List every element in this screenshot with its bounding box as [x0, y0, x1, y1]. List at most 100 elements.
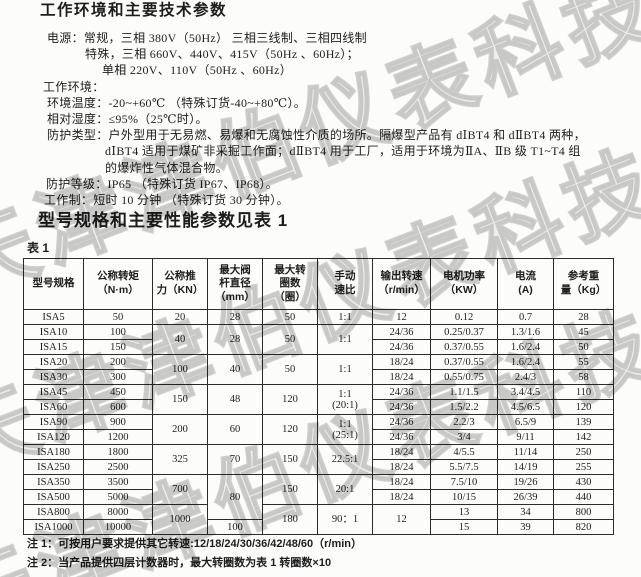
value-cell: 18/24 [372, 459, 431, 475]
value-cell: 0.37/0.55 [430, 339, 498, 355]
value-cell: 22.5:1 [317, 444, 373, 475]
value-cell: 20:1 [317, 474, 373, 505]
value-cell: 45 [553, 324, 614, 340]
value-cell: 28 [207, 324, 263, 355]
value-cell: 150 [262, 444, 318, 475]
value-cell: 50 [83, 309, 153, 325]
model-cell: ISA90 [23, 414, 84, 430]
model-cell: ISA15 [23, 339, 84, 355]
value-cell: 900 [83, 414, 153, 430]
value-cell: 14/19 [497, 459, 554, 475]
value-cell: 0.12 [430, 309, 498, 325]
value-cell: 34 [497, 504, 554, 520]
section-title-environment: 工作环境和主要技术参数 [40, 2, 228, 19]
value-cell: 50 [553, 339, 614, 355]
value-cell: 18/24 [372, 489, 431, 505]
value-cell: 24/36 [372, 339, 431, 355]
value-cell: 3/4 [430, 429, 498, 445]
value-cell: 24/36 [372, 384, 431, 400]
value-cell: 13 [430, 504, 498, 520]
value-cell: 18/24 [372, 444, 431, 460]
note-2: 注 2：当产品提供四层计数器时，最大转圈数为表 1 转圈数×10 [27, 557, 332, 569]
value-cell: 60 [207, 414, 263, 445]
value-cell: 2500 [83, 459, 153, 475]
model-cell: ISA120 [23, 429, 84, 445]
value-cell: 3.4/4.5 [497, 384, 554, 400]
value-cell: 142 [553, 429, 614, 445]
model-cell: ISA20 [23, 354, 84, 370]
value-cell: 1800 [83, 444, 153, 460]
table-row: ISA800 8000 1000 180 90：1 12 13 34 800 [23, 504, 614, 535]
value-cell: 5.5/7.5 [430, 459, 498, 475]
table-row: ISA90 900 200 60 120 1:1 (25:1) 24/36 2.2/3 6.5/9… [23, 414, 614, 445]
value-cell: 255 [553, 459, 614, 475]
spec-line: 电源：常规，三相 380V（50Hz） 三相三线制、三相四线制 [47, 31, 367, 45]
value-cell: 9/11 [497, 429, 554, 445]
value-cell: 250 [553, 444, 614, 460]
value-cell: 18/24 [372, 354, 431, 370]
value-cell: 0.55/0.75 [430, 369, 498, 385]
value-cell: 200 [83, 354, 153, 370]
model-cell: ISA5 [23, 309, 84, 325]
value-cell: 1.3/1.6 [497, 324, 554, 340]
value-cell: 24/36 [372, 399, 431, 415]
value-cell: 12 [372, 504, 431, 535]
value-cell: 55 [553, 354, 614, 370]
value-cell: 10000 [83, 519, 153, 535]
value-cell: 120 [262, 384, 318, 415]
spec-line: 工作环境： [43, 79, 105, 94]
value-cell: 325 [152, 444, 208, 475]
value-cell: 10/15 [430, 489, 498, 505]
value-cell: 40 [207, 354, 263, 385]
value-cell: 28 [207, 309, 263, 325]
value-cell: 600 [83, 399, 153, 415]
table-row: ISA1000 10000 100 15 39 820 [23, 519, 614, 535]
value-cell: 50 [262, 309, 318, 325]
value-cell: 15 [430, 519, 498, 535]
model-cell: ISA180 [23, 444, 84, 460]
value-cell: 4.5/6.5 [497, 399, 554, 415]
section-title-models: 型号规格和主要性能参数见表 1 [38, 211, 289, 230]
model-cell: ISA30 [23, 369, 84, 385]
table-label: 表 1 [27, 241, 50, 255]
value-cell: 180 [262, 504, 318, 535]
value-cell: 100 [83, 324, 153, 340]
value-cell: 26/39 [497, 489, 554, 505]
value-cell: 24/36 [372, 414, 431, 430]
value-cell: 48 [207, 384, 263, 415]
model-cell: ISA60 [23, 399, 84, 415]
column-header: 公称推 力（KN） [152, 258, 208, 310]
table-row: ISA45 450 150 48 120 1:1 (20:1) 24/36 1.1/1.5 3.4… [23, 384, 614, 415]
value-cell: 100 [152, 354, 208, 385]
value-cell: 3500 [83, 474, 153, 490]
value-cell: 12 [372, 309, 431, 325]
column-header: 最大阀 杆直径 （mm） [207, 258, 263, 310]
value-cell: 20 [152, 309, 208, 325]
value-cell: 11/14 [497, 444, 554, 460]
column-header: 型号规格 [23, 258, 84, 310]
model-cell: ISA250 [23, 459, 84, 475]
table-row: ISA60 600 24/36 1.5/2.2 4.5/6.5 120 [23, 399, 614, 415]
table-row: ISA10 100 40 28 50 1:1 24/36 0.25/0.37 1.3/1.6 45 [23, 324, 614, 355]
value-cell: 700 [152, 474, 208, 505]
table-row: ISA5 50 20 28 50 1:1 12 0.12 0.7 28 [23, 309, 614, 325]
value-cell: 450 [83, 384, 153, 400]
table-row: ISA20 200 100 40 50 1:1 18/24 0.37/0.55 1.6/2.4 5… [23, 354, 614, 385]
value-cell: 430 [553, 474, 614, 490]
value-cell: 18/24 [372, 474, 431, 490]
value-cell: 150 [262, 474, 318, 505]
value-cell: 6.5/9 [497, 414, 554, 430]
spec-line: 特殊，三相 660V、440V、415V（50Hz 、60Hz）； [85, 47, 359, 62]
value-cell: 0.37/0.55 [430, 354, 498, 370]
value-cell: 110 [553, 384, 614, 400]
spec-line: 工作制：短时 10 分钟 （特殊订货 30 分钟）。 [44, 193, 289, 207]
value-cell: 1:1 [317, 324, 373, 355]
column-header: 电流 (A) [497, 258, 554, 310]
column-header: 手动 速比 [317, 258, 373, 310]
value-cell: 1.1/1.5 [430, 384, 498, 400]
model-cell: ISA10 [23, 324, 84, 340]
value-cell: 150 [152, 384, 208, 415]
value-cell: 2.2/3 [430, 414, 498, 430]
spec-table: 型号规格 公称转矩 （N·m） 公称推 力（KN） 最大阀 杆直径 （mm） 最大转 圈数 （圈）手… [23, 258, 614, 535]
